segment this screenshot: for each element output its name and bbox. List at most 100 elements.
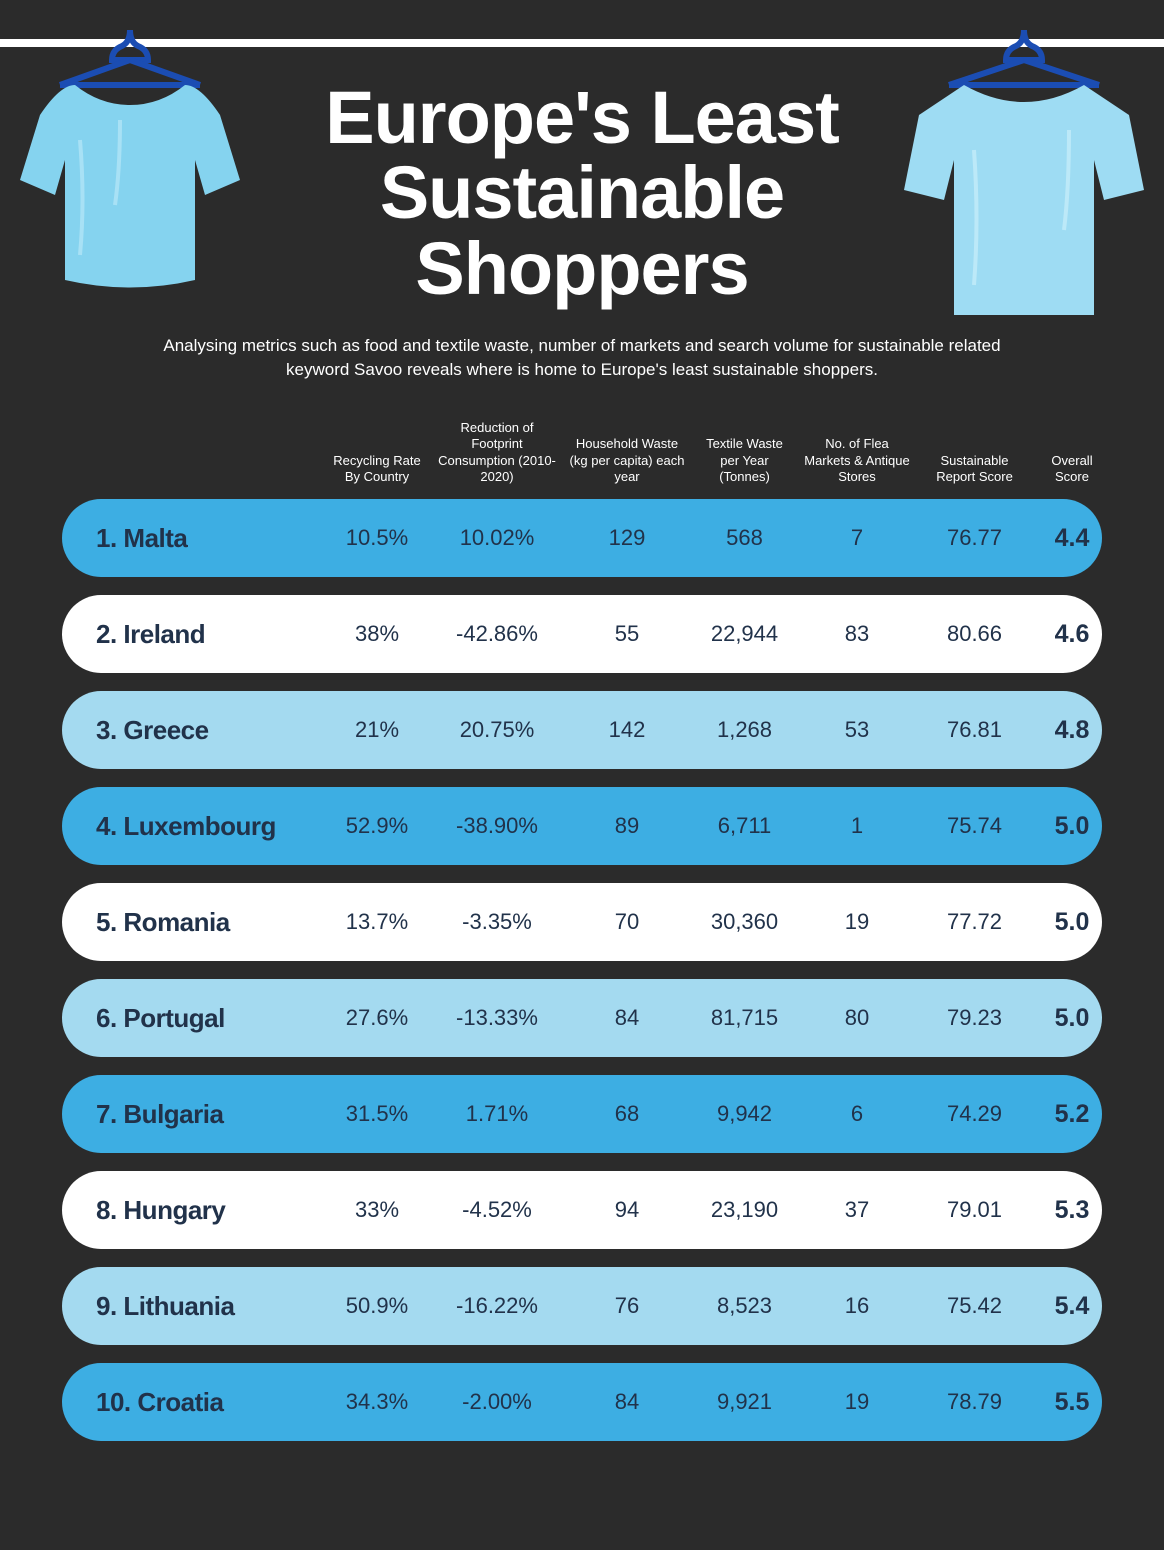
country-cell: 3. Greece xyxy=(62,715,322,746)
score-cell: 5.0 xyxy=(1032,908,1112,937)
page-subtitle: Analysing metrics such as food and texti… xyxy=(147,334,1017,382)
footprint-cell: 1.71% xyxy=(432,1101,562,1127)
household-cell: 76 xyxy=(562,1293,692,1319)
recycling-cell: 52.9% xyxy=(322,813,432,839)
markets-cell: 53 xyxy=(797,717,917,743)
title-line: Shoppers xyxy=(415,227,748,310)
table-row: 9. Lithuania50.9%-16.22%768,5231675.425.… xyxy=(62,1267,1102,1345)
score-cell: 4.6 xyxy=(1032,620,1112,649)
recycling-cell: 31.5% xyxy=(322,1101,432,1127)
report-cell: 79.23 xyxy=(917,1005,1032,1031)
household-cell: 89 xyxy=(562,813,692,839)
score-cell: 5.2 xyxy=(1032,1100,1112,1129)
title-line: Sustainable xyxy=(380,151,784,234)
table-headers: Recycling Rate By Country Reduction of F… xyxy=(62,420,1102,499)
footprint-cell: -3.35% xyxy=(432,909,562,935)
table-row: 7. Bulgaria31.5%1.71%689,942674.295.2 xyxy=(62,1075,1102,1153)
recycling-cell: 10.5% xyxy=(322,525,432,551)
household-cell: 129 xyxy=(562,525,692,551)
country-cell: 5. Romania xyxy=(62,907,322,938)
textile-cell: 22,944 xyxy=(692,621,797,647)
textile-cell: 9,942 xyxy=(692,1101,797,1127)
textile-cell: 6,711 xyxy=(692,813,797,839)
footprint-cell: -2.00% xyxy=(432,1389,562,1415)
score-cell: 5.4 xyxy=(1032,1292,1112,1321)
score-cell: 5.3 xyxy=(1032,1196,1112,1225)
report-cell: 76.81 xyxy=(917,717,1032,743)
col-header: Reduction of Footprint Consumption (2010… xyxy=(432,420,562,485)
markets-cell: 37 xyxy=(797,1197,917,1223)
score-cell: 5.5 xyxy=(1032,1388,1112,1417)
footprint-cell: -16.22% xyxy=(432,1293,562,1319)
footprint-cell: -13.33% xyxy=(432,1005,562,1031)
recycling-cell: 13.7% xyxy=(322,909,432,935)
footprint-cell: -38.90% xyxy=(432,813,562,839)
markets-cell: 1 xyxy=(797,813,917,839)
household-cell: 84 xyxy=(562,1005,692,1031)
recycling-cell: 33% xyxy=(322,1197,432,1223)
country-cell: 4. Luxembourg xyxy=(62,811,322,842)
country-cell: 6. Portugal xyxy=(62,1003,322,1034)
report-cell: 80.66 xyxy=(917,621,1032,647)
col-header: Household Waste (kg per capita) each yea… xyxy=(562,436,692,485)
table-row: 6. Portugal27.6%-13.33%8481,7158079.235.… xyxy=(62,979,1102,1057)
score-cell: 4.4 xyxy=(1032,524,1112,553)
footprint-cell: 20.75% xyxy=(432,717,562,743)
household-cell: 84 xyxy=(562,1389,692,1415)
footprint-cell: -42.86% xyxy=(432,621,562,647)
footprint-cell: 10.02% xyxy=(432,525,562,551)
recycling-cell: 34.3% xyxy=(322,1389,432,1415)
country-cell: 7. Bulgaria xyxy=(62,1099,322,1130)
col-header: Sustainable Report Score xyxy=(917,453,1032,486)
table-row: 1. Malta10.5%10.02%129568776.774.4 xyxy=(62,499,1102,577)
title-line: Europe's Least xyxy=(325,76,839,159)
textile-cell: 1,268 xyxy=(692,717,797,743)
country-cell: 8. Hungary xyxy=(62,1195,322,1226)
score-cell: 4.8 xyxy=(1032,716,1112,745)
textile-cell: 9,921 xyxy=(692,1389,797,1415)
table-row: 5. Romania13.7%-3.35%7030,3601977.725.0 xyxy=(62,883,1102,961)
markets-cell: 7 xyxy=(797,525,917,551)
markets-cell: 19 xyxy=(797,1389,917,1415)
score-cell: 5.0 xyxy=(1032,1004,1112,1033)
report-cell: 75.42 xyxy=(917,1293,1032,1319)
col-header: No. of Flea Markets & Antique Stores xyxy=(797,436,917,485)
textile-cell: 8,523 xyxy=(692,1293,797,1319)
country-cell: 9. Lithuania xyxy=(62,1291,322,1322)
score-cell: 5.0 xyxy=(1032,812,1112,841)
country-cell: 2. Ireland xyxy=(62,619,322,650)
markets-cell: 16 xyxy=(797,1293,917,1319)
household-cell: 94 xyxy=(562,1197,692,1223)
recycling-cell: 27.6% xyxy=(322,1005,432,1031)
markets-cell: 80 xyxy=(797,1005,917,1031)
table-row: 3. Greece21%20.75%1421,2685376.814.8 xyxy=(62,691,1102,769)
report-cell: 75.74 xyxy=(917,813,1032,839)
ranking-table: Recycling Rate By Country Reduction of F… xyxy=(62,420,1102,1441)
table-row: 10. Croatia34.3%-2.00%849,9211978.795.5 xyxy=(62,1363,1102,1441)
shirt-right-icon xyxy=(904,30,1144,335)
household-cell: 68 xyxy=(562,1101,692,1127)
table-row: 4. Luxembourg52.9%-38.90%896,711175.745.… xyxy=(62,787,1102,865)
recycling-cell: 38% xyxy=(322,621,432,647)
textile-cell: 81,715 xyxy=(692,1005,797,1031)
recycling-cell: 21% xyxy=(322,717,432,743)
household-cell: 55 xyxy=(562,621,692,647)
table-row: 8. Hungary33%-4.52%9423,1903779.015.3 xyxy=(62,1171,1102,1249)
recycling-cell: 50.9% xyxy=(322,1293,432,1319)
report-cell: 74.29 xyxy=(917,1101,1032,1127)
country-cell: 10. Croatia xyxy=(62,1387,322,1418)
markets-cell: 19 xyxy=(797,909,917,935)
col-header: Textile Waste per Year (Tonnes) xyxy=(692,436,797,485)
textile-cell: 568 xyxy=(692,525,797,551)
textile-cell: 23,190 xyxy=(692,1197,797,1223)
report-cell: 78.79 xyxy=(917,1389,1032,1415)
shirt-left-icon xyxy=(20,30,240,305)
household-cell: 70 xyxy=(562,909,692,935)
col-header: Recycling Rate By Country xyxy=(322,453,432,486)
household-cell: 142 xyxy=(562,717,692,743)
textile-cell: 30,360 xyxy=(692,909,797,935)
table-row: 2. Ireland38%-42.86%5522,9448380.664.6 xyxy=(62,595,1102,673)
report-cell: 77.72 xyxy=(917,909,1032,935)
markets-cell: 6 xyxy=(797,1101,917,1127)
report-cell: 79.01 xyxy=(917,1197,1032,1223)
